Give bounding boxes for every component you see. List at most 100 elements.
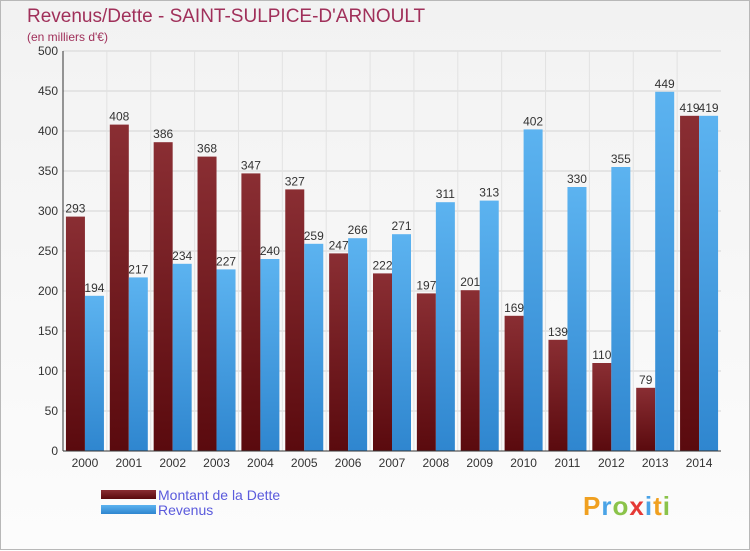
bar-revenue-2014 [699, 115, 719, 452]
x-tick-label: 2007 [379, 456, 406, 470]
bar-revenue-2001 [128, 277, 148, 451]
data-label-revenue-2005: 259 [304, 229, 324, 243]
data-label-debt-2013: 79 [639, 373, 653, 387]
logo-letter: o [612, 491, 630, 521]
data-label-revenue-2009: 313 [479, 186, 499, 200]
proxiti-logo: Proxiti [583, 491, 671, 522]
data-label-revenue-2011: 330 [567, 172, 587, 186]
bar-revenue-2010 [523, 129, 543, 451]
bar-debt-2010 [504, 315, 524, 451]
bar-debt-2007 [373, 273, 392, 451]
data-label-debt-2006: 247 [329, 238, 349, 252]
legend-swatch-debt [101, 490, 156, 499]
data-label-debt-2008: 197 [416, 278, 436, 292]
bar-revenue-2004 [260, 259, 280, 451]
data-label-revenue-2007: 271 [391, 219, 411, 233]
logo-letter: P [583, 491, 602, 521]
x-tick-label: 2005 [291, 456, 318, 470]
bar-revenue-2009 [479, 200, 499, 451]
x-tick-label: 2000 [72, 456, 99, 470]
data-label-debt-2007: 222 [372, 258, 392, 272]
data-label-revenue-2012: 355 [611, 152, 631, 166]
legend-item-debt: Montant de la Dette [101, 486, 281, 503]
logo-letter: i [662, 491, 671, 521]
data-label-revenue-2013: 449 [655, 77, 675, 91]
bar-revenue-2012 [611, 167, 631, 451]
bar-revenue-2007 [392, 234, 411, 451]
y-tick-label: 150 [38, 324, 58, 338]
x-tick-label: 2009 [466, 456, 493, 470]
bar-debt-2004 [241, 173, 261, 451]
y-tick-label: 400 [38, 124, 58, 138]
data-label-debt-2000: 293 [65, 202, 85, 216]
bar-debt-2012 [592, 363, 612, 451]
bar-revenue-2003 [216, 269, 236, 451]
data-label-debt-2004: 347 [241, 158, 261, 172]
bar-revenue-2011 [567, 187, 587, 451]
legend-swatch-revenue [101, 505, 156, 514]
x-tick-label: 2008 [423, 456, 450, 470]
x-tick-label: 2011 [555, 456, 581, 470]
bar-debt-2002 [153, 142, 173, 451]
data-label-revenue-2002: 234 [172, 249, 192, 263]
data-label-debt-2012: 110 [592, 348, 611, 362]
y-tick-label: 500 [38, 44, 58, 58]
data-label-revenue-2006: 266 [348, 223, 368, 237]
y-tick-label: 250 [38, 244, 58, 258]
y-tick-label: 200 [38, 284, 58, 298]
data-label-revenue-2010: 402 [523, 114, 543, 128]
bar-debt-2006 [329, 253, 349, 451]
data-label-debt-2002: 386 [153, 127, 173, 141]
y-tick-label: 50 [45, 404, 59, 418]
x-tick-label: 2010 [510, 456, 537, 470]
data-label-debt-2014: 419 [680, 101, 700, 115]
legend-label-debt: Montant de la Dette [158, 486, 281, 503]
x-tick-label: 2003 [203, 456, 230, 470]
logo-letter: t [653, 491, 663, 521]
bar-debt-2011 [548, 339, 568, 451]
legend-label-revenue: Revenus [158, 501, 214, 518]
data-label-debt-2003: 368 [197, 142, 217, 156]
data-label-revenue-2014: 419 [699, 101, 719, 115]
x-tick-label: 2004 [247, 456, 274, 470]
y-tick-label: 0 [51, 444, 58, 458]
logo-letter: x [629, 491, 645, 521]
bar-debt-2005 [285, 189, 305, 451]
legend-item-revenue: Revenus [101, 501, 280, 518]
x-tick-label: 2002 [159, 456, 186, 470]
y-tick-label: 300 [38, 204, 58, 218]
x-tick-label: 2001 [115, 456, 142, 470]
x-tick-label: 2013 [642, 456, 669, 470]
bar-debt-2003 [197, 156, 217, 451]
data-label-revenue-2001: 217 [128, 262, 148, 276]
x-tick-label: 2006 [335, 456, 362, 470]
chart-subtitle: (en milliers d'€) [27, 30, 108, 44]
bar-debt-2008 [416, 293, 436, 451]
bar-revenue-2013 [655, 91, 675, 452]
chart-legend: Montant de la Dette Revenus [101, 486, 281, 518]
data-label-debt-2009: 201 [460, 275, 480, 289]
x-tick-label: 2012 [598, 456, 625, 470]
data-label-debt-2001: 408 [109, 110, 129, 124]
logo-letter: i [644, 491, 654, 521]
bar-debt-2013 [636, 387, 656, 451]
bar-revenue-2002 [172, 263, 192, 451]
y-tick-label: 450 [38, 84, 58, 98]
data-label-revenue-2000: 194 [84, 281, 104, 295]
y-tick-label: 350 [38, 164, 58, 178]
bar-revenue-2000 [84, 295, 104, 451]
bar-debt-2014 [680, 115, 700, 452]
bar-debt-2001 [109, 124, 129, 451]
bar-revenue-2008 [435, 202, 455, 451]
chart-title: Revenus/Dette - SAINT-SULPICE-D'ARNOULT [27, 6, 426, 27]
data-label-debt-2005: 327 [285, 174, 305, 188]
bar-revenue-2005 [304, 243, 324, 451]
data-label-revenue-2004: 240 [260, 244, 280, 258]
data-label-revenue-2008: 311 [436, 187, 455, 201]
data-label-debt-2010: 169 [504, 301, 524, 315]
data-label-debt-2011: 139 [548, 325, 568, 339]
y-tick-label: 100 [38, 364, 58, 378]
logo-letter: r [601, 491, 613, 521]
